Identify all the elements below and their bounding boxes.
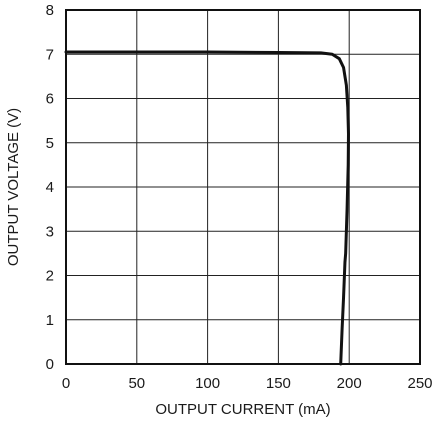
y-tick-label: 8 (46, 2, 54, 19)
y-tick-label: 6 (46, 91, 54, 108)
x-axis-label: OUTPUT CURRENT (mA) (155, 401, 330, 418)
y-tick-label: 2 (46, 268, 54, 285)
x-tick-label: 100 (195, 375, 220, 392)
y-tick-label: 4 (46, 179, 54, 196)
x-tick-label: 150 (266, 375, 291, 392)
y-tick-label: 7 (46, 46, 54, 63)
x-tick-label: 200 (337, 375, 362, 392)
x-tick-label: 50 (128, 375, 145, 392)
y-tick-label: 5 (46, 135, 54, 152)
x-tick-label: 0 (62, 375, 70, 392)
plot-frame (65, 9, 421, 365)
horizontal-gridlines (66, 53, 420, 321)
output-curve-line (64, 50, 350, 366)
y-tick-label: 0 (46, 356, 54, 373)
y-tick-label: 3 (46, 223, 54, 240)
y-axis-label: OUTPUT VOLTAGE (V) (5, 108, 22, 266)
y-tick-labels: 0 1 2 3 4 5 6 7 8 (46, 2, 54, 373)
x-tick-label: 250 (407, 375, 432, 392)
y-tick-label: 1 (46, 312, 54, 329)
x-tick-labels: 0 50 100 150 200 250 (62, 375, 433, 392)
